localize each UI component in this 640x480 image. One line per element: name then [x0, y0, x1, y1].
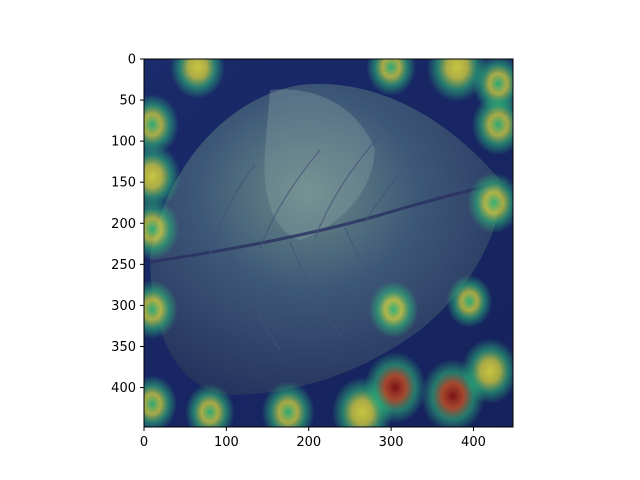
y-tick-label: 400: [111, 381, 136, 396]
x-tick-label: 0: [140, 435, 148, 450]
heat-spot: [364, 351, 427, 424]
axes-frame: [143, 58, 514, 428]
heat-spot: [366, 59, 416, 96]
heat-spot: [467, 172, 513, 234]
x-tick-label: 200: [296, 435, 321, 450]
heat-spot: [446, 274, 493, 328]
y-tick-label: 50: [119, 94, 136, 109]
y-tick-label: 150: [111, 176, 136, 191]
heat-spot: [144, 279, 178, 340]
y-tick-label: 200: [111, 217, 136, 232]
heat-spot: [185, 383, 235, 427]
y-axis: 0 50 100 150 200 250 300 350 400: [111, 53, 144, 396]
x-tick-label: 400: [461, 435, 486, 450]
heatmap-overlay: [144, 59, 513, 427]
x-tick-label: 100: [214, 435, 239, 450]
heat-spot: [368, 281, 419, 339]
y-tick-label: 300: [111, 299, 136, 314]
heat-spot: [144, 94, 179, 156]
heat-spot: [144, 143, 181, 210]
x-axis: 0 100 200 300 400: [140, 427, 486, 450]
y-tick-label: 0: [128, 53, 136, 68]
heat-spot: [461, 338, 513, 404]
leaf-highlight: [264, 89, 375, 241]
heat-spot: [170, 59, 226, 99]
heat-spot: [144, 375, 178, 427]
leaf-veins: [209, 134, 431, 351]
heat-spot: [471, 94, 513, 156]
heat-spot: [426, 59, 488, 102]
heat-spot: [144, 198, 180, 261]
heat-spot: [261, 381, 315, 427]
plot-area: [144, 59, 513, 427]
y-tick-label: 250: [111, 258, 136, 273]
x-tick-label: 300: [379, 435, 404, 450]
y-tick-label: 350: [111, 340, 136, 355]
y-tick-label: 100: [111, 135, 136, 150]
